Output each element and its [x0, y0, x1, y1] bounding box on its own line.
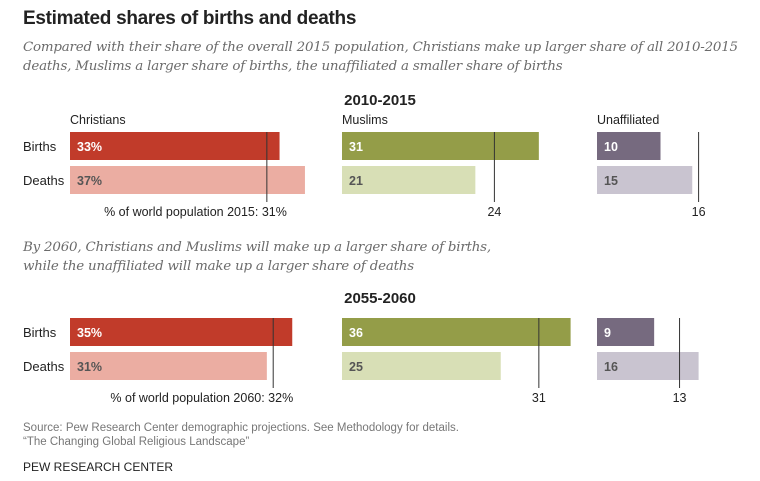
bar-muslims-births	[342, 318, 571, 346]
reference-label: 16	[692, 205, 706, 219]
row-label-deaths: Deaths	[23, 173, 65, 188]
bar-christians-deaths	[70, 352, 267, 380]
subtitle-1: Compared with their share of the overall…	[23, 40, 738, 74]
bar-value-label: 9	[604, 326, 611, 340]
brand-logo-text: PEW RESEARCH CENTER	[23, 460, 174, 474]
row-label-births: Births	[23, 139, 57, 154]
bar-unaffiliated-deaths	[597, 352, 699, 380]
reference-label: 13	[673, 391, 687, 405]
bar-value-label: 36	[349, 326, 363, 340]
bar-value-label: 10	[604, 140, 618, 154]
reference-label: 31	[532, 391, 546, 405]
bar-christians-deaths	[70, 166, 305, 194]
panel-title: 2055-2060	[344, 290, 416, 307]
subtitle-2: By 2060, Christians and Muslims will mak…	[23, 240, 491, 274]
source-note: Source: Pew Research Center demographic …	[23, 422, 459, 434]
chart-title: Estimated shares of births and deaths	[23, 8, 357, 29]
row-label-births: Births	[23, 325, 57, 340]
bar-unaffiliated-births	[597, 132, 661, 160]
bar-unaffiliated-births	[597, 318, 655, 346]
bar-muslims-deaths	[342, 352, 501, 380]
bar-christians-births	[70, 132, 280, 160]
row-label-deaths: Deaths	[23, 359, 65, 374]
bar-value-label: 15	[604, 174, 618, 188]
bar-value-label: 37%	[77, 174, 102, 188]
panel-title: 2010-2015	[344, 92, 416, 109]
bar-value-label: 33%	[77, 140, 102, 154]
group-label-christians: Christians	[70, 113, 126, 127]
bar-value-label: 31%	[77, 360, 102, 374]
bar-value-label: 35%	[77, 326, 102, 340]
bar-value-label: 16	[604, 360, 618, 374]
bar-value-label: 25	[349, 360, 363, 374]
bar-muslims-deaths	[342, 166, 476, 194]
bar-value-label: 21	[349, 174, 363, 188]
bar-unaffiliated-deaths	[597, 166, 693, 194]
group-label-muslims: Muslims	[342, 113, 388, 127]
reference-label: % of world population 2060: 32%	[110, 391, 293, 405]
reference-label: % of world population 2015: 31%	[104, 205, 287, 219]
group-label-unaffiliated: Unaffiliated	[597, 113, 659, 127]
bar-christians-births	[70, 318, 293, 346]
report-title: “The Changing Global Religious Landscape…	[23, 436, 250, 448]
bar-value-label: 31	[349, 140, 363, 154]
reference-label: 24	[487, 205, 501, 219]
bar-muslims-births	[342, 132, 539, 160]
